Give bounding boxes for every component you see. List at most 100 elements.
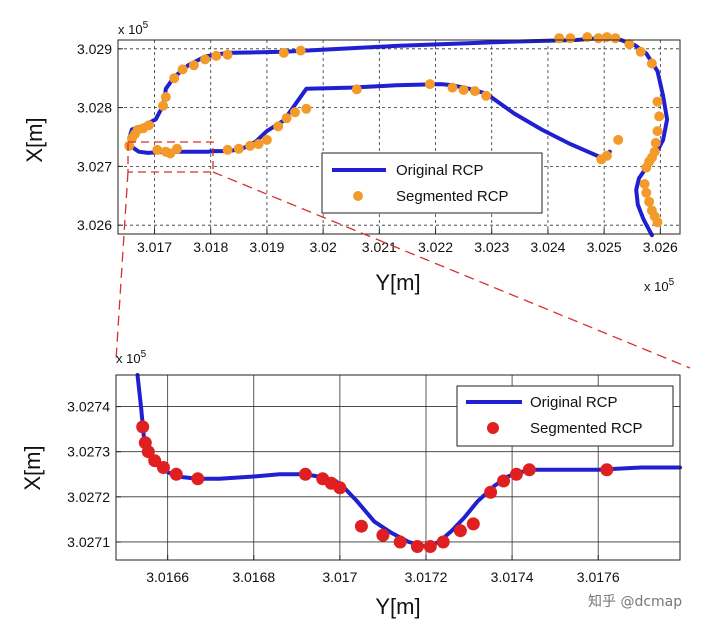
- segmented-rcp-point: [481, 90, 492, 101]
- zoom-y-label: X[m]: [20, 445, 45, 490]
- segmented-rcp-point: [245, 140, 256, 151]
- segmented-rcp-point: [652, 126, 663, 137]
- overview-frame: [117, 39, 681, 235]
- overview-legend-line-label: Original RCP: [396, 162, 484, 179]
- x-tick-label: 3.025: [587, 239, 622, 255]
- segmented-rcp-point: [298, 467, 312, 481]
- overview-legend-marker-swatch: [353, 191, 363, 201]
- segmented-rcp-point: [458, 85, 469, 95]
- segmented-rcp-point: [188, 60, 199, 71]
- segmented-rcp-point: [393, 535, 407, 549]
- segmented-rcp-point: [148, 454, 162, 468]
- segmented-rcp-point: [156, 461, 170, 474]
- zoom-y-ticks: 3.0271 3.0272 3.0273 3.0274: [67, 399, 121, 550]
- segmented-rcp-point: [290, 107, 300, 118]
- overview-series: [124, 32, 670, 238]
- segmented-rcp-point: [650, 137, 661, 148]
- segmented-rcp-point: [233, 143, 244, 154]
- segmented-rcp-point: [601, 32, 612, 43]
- segmented-rcp-point: [469, 86, 480, 97]
- segmented-rcp-point: [281, 113, 292, 124]
- x-tick-label: 3.021: [362, 239, 397, 255]
- segmented-rcp-point: [565, 33, 576, 44]
- segmented-rcp-point: [143, 120, 154, 131]
- segmented-rcp-point: [160, 92, 171, 102]
- segmented-rcp-point: [646, 58, 657, 69]
- segmented-rcp-point: [222, 144, 233, 155]
- x-tick-label: 3.0172: [405, 569, 448, 585]
- x-tick-label: 3.024: [530, 239, 565, 255]
- segmented-rcp-point: [644, 196, 655, 207]
- segmented-rcp-point: [613, 134, 624, 145]
- x-tick-label: 3.019: [249, 239, 284, 255]
- segmented-rcp-point: [600, 463, 614, 477]
- overview-y-multiplier: x 105: [118, 20, 149, 37]
- overview-grid: [118, 40, 680, 234]
- segmented-rcp-point: [641, 187, 652, 198]
- segmented-rcp-point: [136, 420, 150, 434]
- segmented-rcp-point: [635, 46, 646, 57]
- zoom-legend-marker-swatch: [487, 422, 499, 434]
- segmented-rcp-point: [424, 79, 435, 90]
- segmented-rcp-point: [423, 540, 437, 553]
- segmented-rcp-point: [652, 96, 663, 107]
- segmented-rcp-point: [593, 33, 604, 44]
- x-tick-label: 3.0166: [146, 569, 189, 585]
- segmented-rcp-point: [253, 139, 264, 150]
- overview-y-label: X[m]: [22, 117, 47, 162]
- segmented-rcp-point: [261, 134, 272, 145]
- zoom-chart: 3.0166 3.0168 3.017 3.0172 3.0174 3.0176 3.02…: [20, 349, 682, 619]
- segmented-rcp-point: [484, 485, 498, 499]
- segmented-rcp-point: [333, 481, 347, 495]
- segmented-rcp-point: [376, 528, 390, 542]
- segmented-rcp-point: [200, 54, 211, 65]
- segmented-rcp-point: [169, 73, 180, 84]
- x-tick-label: 3.017: [322, 569, 357, 585]
- y-tick-label: 3.027: [77, 158, 112, 174]
- segmented-rcp-point: [610, 33, 621, 44]
- overview-x-label: Y[m]: [375, 270, 420, 295]
- segmented-rcp-point: [466, 517, 480, 531]
- y-tick-label: 3.0273: [67, 444, 110, 460]
- x-tick-label: 3.0174: [491, 569, 534, 585]
- zoom-x-ticks: 3.0166 3.0168 3.017 3.0172 3.0174 3.0176: [146, 555, 620, 585]
- zoom-y-multiplier: x 105: [116, 349, 147, 366]
- y-tick-label: 3.026: [77, 217, 112, 233]
- segmented-rcp-point: [191, 472, 205, 486]
- zoom-region-box: [127, 141, 214, 173]
- segmented-rcp-point: [522, 463, 536, 477]
- segmented-rcp-point: [158, 100, 168, 111]
- zoom-x-label: Y[m]: [375, 594, 420, 619]
- segmented-rcp-point: [453, 524, 467, 538]
- y-tick-label: 3.0274: [67, 399, 110, 415]
- segmented-rcp-point: [554, 33, 565, 44]
- overview-y-ticks: 3.026 3.027 3.028 3.029: [77, 41, 123, 233]
- overview-chart: 3.017 3.018 3.019 3.02 3.021 3.022 3.023 3.024 3…: [22, 20, 681, 295]
- zoom-frame: [115, 374, 681, 561]
- segmented-rcp-point: [641, 162, 652, 173]
- segmented-rcp-point: [652, 217, 663, 228]
- segmented-rcp-point: [497, 474, 510, 488]
- segmented-rcp-point: [582, 32, 593, 43]
- zoom-legend-marker-label: Segmented RCP: [530, 420, 643, 437]
- zoom-connector-right: [212, 171, 691, 369]
- overview-x-multiplier: x 105: [644, 277, 675, 294]
- zoom-legend-line-label: Original RCP: [530, 394, 618, 411]
- segmented-rcp-point: [172, 143, 182, 154]
- x-tick-label: 3.018: [193, 239, 228, 255]
- segmented-rcp-point: [152, 144, 163, 155]
- overview-legend-marker-label: Segmented RCP: [396, 188, 509, 205]
- y-tick-label: 3.0272: [67, 489, 110, 505]
- x-tick-label: 3.026: [643, 239, 678, 255]
- segmented-rcp-point: [436, 535, 450, 549]
- y-tick-label: 3.0271: [67, 534, 110, 550]
- overview-legend-box: [321, 152, 543, 214]
- segmented-rcp-point: [278, 47, 289, 58]
- segmented-rcp-point: [301, 103, 312, 114]
- segmented-rcp-point: [351, 84, 362, 95]
- segmented-rcp-point: [211, 50, 222, 61]
- x-tick-label: 3.02: [310, 239, 337, 255]
- y-tick-label: 3.029: [77, 41, 112, 57]
- segmented-rcp-point: [639, 179, 650, 189]
